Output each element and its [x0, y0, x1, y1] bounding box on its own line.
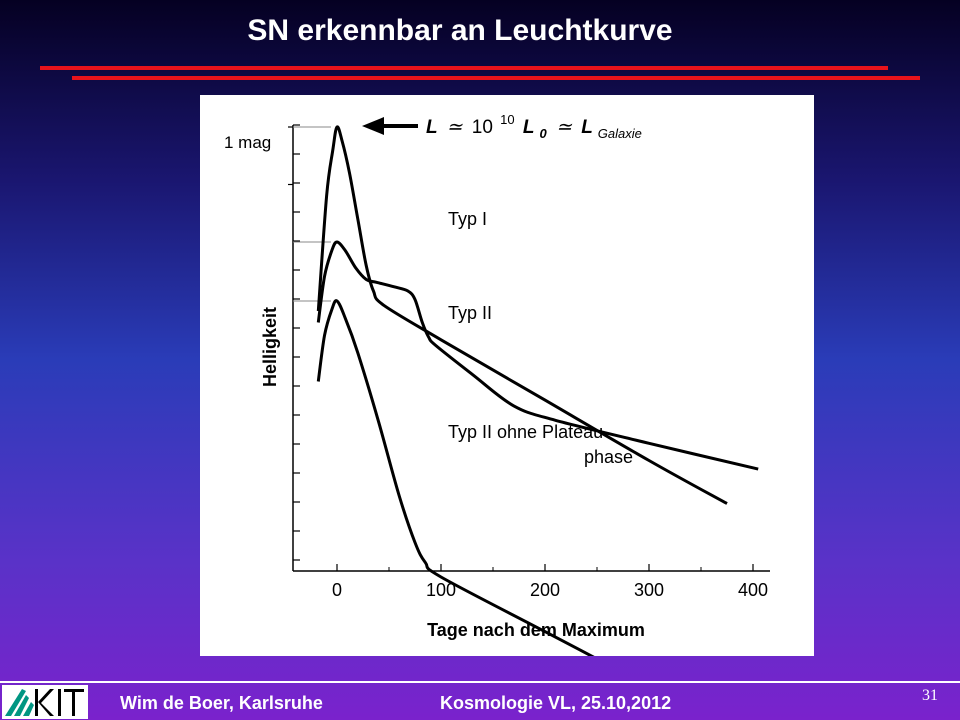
formula-exponent: 10 [500, 112, 514, 127]
peak-arrow-icon [362, 117, 384, 135]
kit-logo [2, 685, 88, 719]
formula-Lgal: L [581, 117, 592, 138]
formula-L0: L [523, 117, 534, 138]
formula-approx-1: ≃ [447, 117, 464, 138]
light-curve-chart: 0 100 200 300 400 1 mag L ≃ 10 10 L 0 ≃ L Ga… [224, 108, 770, 656]
luminosity-formula: L ≃ 10 10 L 0 ≃ L Galaxie [426, 108, 642, 143]
formula-L0-sub: 0 [539, 126, 547, 141]
y-axis-label: Helligkeit [260, 307, 280, 387]
formula-base: 10 [472, 117, 493, 138]
slide-title: SN erkennbar an Leuchtkurve [247, 14, 673, 47]
x-tick-label: 0 [332, 580, 342, 600]
x-tick-label: 100 [426, 580, 456, 600]
title-underline-bottom [72, 76, 920, 80]
chart-curves [316, 125, 759, 656]
series-line-2 [316, 240, 759, 471]
series-label-typ-2-no-plateau-line2: phase [584, 447, 633, 467]
series-label-typ-2-no-plateau-line1: Typ II ohne Plateau- [448, 422, 609, 442]
x-tick-label: 400 [738, 580, 768, 600]
x-tick-label: 300 [634, 580, 664, 600]
formula-Lgal-sub: Galaxie [598, 126, 642, 141]
series-label-typ-2: Typ II [448, 303, 492, 323]
x-tick-label: 200 [530, 580, 560, 600]
scale-annotation: 1 mag [224, 133, 271, 152]
page-number: 31 [922, 687, 938, 704]
footer-author: Wim de Boer, Karlsruhe [120, 693, 323, 713]
footer-course: Kosmologie VL, 25.10,2012 [440, 693, 672, 713]
series-line-1 [316, 125, 728, 505]
formula-approx-2: ≃ [556, 117, 573, 138]
peak-annotation: L ≃ 10 10 L 0 ≃ L Galaxie [362, 108, 642, 143]
chart-axes: 0 100 200 300 400 [288, 124, 770, 600]
footer-bar [0, 681, 960, 683]
title-underline-top [40, 66, 888, 70]
light-curve-figure: 0 100 200 300 400 1 mag L ≃ 10 10 L 0 ≃ L Ga… [200, 95, 814, 656]
series-label-typ-1: Typ I [448, 209, 487, 229]
x-axis-label: Tage nach dem Maximum [427, 620, 645, 640]
formula-L: L [426, 117, 437, 138]
series-line-3 [316, 299, 595, 656]
